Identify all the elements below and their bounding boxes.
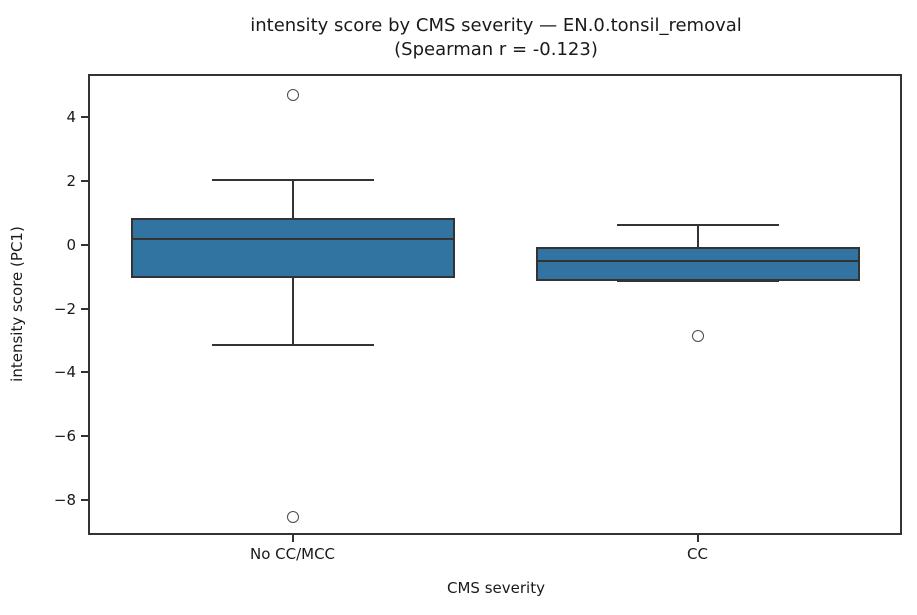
plot-area: 4 2 0 −2 −4 −6 −8 No CC/MCC CC (54, 74, 902, 563)
chart-title-line1: intensity score by CMS severity — EN.0.t… (250, 15, 742, 36)
y-tick-mark (81, 116, 88, 119)
chart-title: intensity score by CMS severity — EN.0.t… (90, 14, 902, 62)
y-tick-label: −4 (53, 363, 76, 382)
x-tick-mark (291, 535, 294, 542)
y-tick-label: −8 (53, 490, 76, 509)
chart-title-line2: (Spearman r = -0.123) (394, 39, 598, 60)
y-tick-mark (81, 307, 88, 310)
whisker-cap (616, 279, 779, 282)
y-tick-label: −2 (53, 299, 76, 318)
x-axis-label: CMS severity (447, 579, 545, 597)
y-tick-mark (81, 498, 88, 501)
whisker-cap (211, 178, 374, 181)
outlier-point (691, 330, 704, 343)
y-axis-label: intensity score (PC1) (8, 226, 26, 382)
y-tick-label: 4 (66, 108, 76, 127)
y-tick-label: 0 (66, 235, 76, 254)
outlier-point (286, 511, 299, 524)
x-tick-label: CC (687, 545, 708, 563)
whisker-line (291, 179, 294, 218)
y-tick-mark (81, 371, 88, 374)
x-tick-mark (696, 535, 699, 542)
whisker-line (291, 278, 294, 346)
y-tick-mark (81, 243, 88, 246)
median-line (535, 259, 860, 262)
y-tick-label: 2 (66, 172, 76, 191)
whisker-cap (211, 344, 374, 347)
y-tick-label: −6 (53, 427, 76, 446)
outlier-point (286, 89, 299, 102)
box (535, 247, 860, 281)
y-tick-mark (81, 435, 88, 438)
x-tick-label: No CC/MCC (249, 545, 336, 563)
median-line (130, 237, 455, 240)
whisker-cap (616, 223, 779, 226)
y-tick-mark (81, 180, 88, 183)
whisker-line (696, 224, 699, 248)
box (130, 217, 455, 279)
